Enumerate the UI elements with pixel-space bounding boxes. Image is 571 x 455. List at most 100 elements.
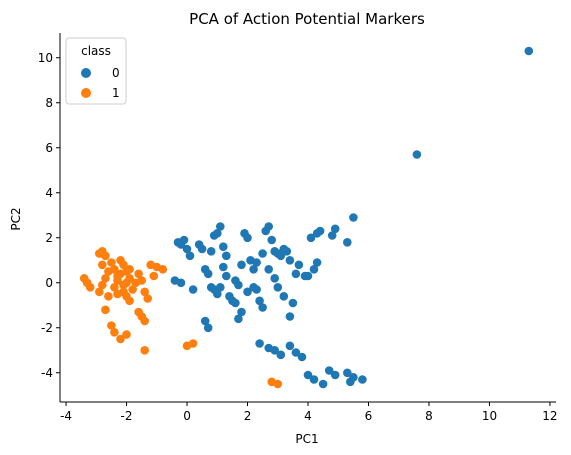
point-class-1 [158, 265, 168, 274]
point-class-0 [285, 312, 295, 321]
point-class-0 [258, 249, 267, 258]
point-class-1 [122, 278, 131, 288]
point-class-0 [264, 265, 274, 274]
point-class-0 [297, 352, 307, 362]
legend: class 0 1 [65, 37, 127, 105]
point-class-0 [200, 316, 210, 326]
point-class-1 [140, 316, 149, 326]
x-tick-label: 0 [183, 409, 191, 423]
y-tick-label: -4 [41, 366, 53, 380]
point-class-1 [116, 269, 125, 279]
point-class-0 [349, 213, 358, 222]
y-tick-label: 0 [45, 276, 53, 290]
point-class-0 [324, 366, 334, 375]
point-class-1 [110, 265, 119, 274]
point-class-0 [282, 247, 292, 256]
point-class-1 [98, 280, 107, 290]
point-class-0 [206, 247, 216, 256]
point-class-0 [285, 255, 295, 265]
point-class-1 [119, 287, 128, 297]
y-tick-label: 8 [45, 96, 53, 110]
point-class-0 [213, 289, 222, 299]
x-tick-label: -4 [60, 409, 72, 423]
point-class-1 [143, 294, 152, 303]
point-class-0 [222, 271, 231, 281]
point-class-1 [85, 283, 95, 292]
point-class-1 [149, 271, 159, 281]
point-class-0 [288, 298, 298, 308]
point-class-0 [309, 375, 319, 384]
y-tick-label: 10 [38, 51, 53, 65]
point-class-0 [267, 235, 277, 245]
point-class-1 [134, 307, 143, 317]
point-class-1 [113, 276, 122, 285]
point-class-1 [101, 274, 110, 283]
legend-title: class [81, 44, 111, 58]
x-tick-label: 4 [304, 409, 312, 423]
x-tick-label: 8 [425, 409, 433, 423]
point-class-0 [330, 224, 340, 234]
point-class-1 [125, 296, 134, 306]
point-class-0 [216, 222, 225, 231]
point-class-0 [291, 348, 301, 357]
point-class-0 [219, 242, 228, 251]
point-class-0 [237, 307, 246, 317]
point-class-0 [312, 258, 322, 267]
point-class-1 [119, 260, 128, 270]
point-class-0 [222, 251, 231, 261]
point-class-0 [219, 262, 228, 272]
point-class-0 [524, 46, 534, 56]
legend-box [65, 37, 127, 105]
point-class-1 [98, 260, 107, 270]
point-class-0 [182, 244, 192, 254]
point-class-1 [134, 269, 143, 279]
point-class-1 [128, 285, 137, 294]
x-tick-label: -2 [121, 409, 133, 423]
x-tick-label: 12 [542, 409, 557, 423]
point-class-0 [243, 233, 252, 243]
x-tick-label: 6 [365, 409, 373, 423]
point-class-1 [122, 330, 131, 339]
axes-layer [59, 33, 556, 403]
point-class-0 [216, 283, 225, 292]
point-class-0 [258, 303, 267, 312]
point-class-0 [243, 287, 252, 297]
point-class-1 [140, 287, 149, 297]
point-class-0 [343, 238, 352, 247]
point-class-0 [276, 350, 286, 360]
legend-label-class-1: 1 [112, 86, 120, 100]
x-tick-label: 2 [244, 409, 252, 423]
point-class-0 [185, 251, 195, 261]
y-tick-label: 2 [45, 231, 53, 245]
point-class-1 [101, 305, 110, 315]
point-class-0 [412, 150, 422, 159]
point-class-0 [252, 258, 261, 267]
point-class-0 [188, 285, 198, 294]
x-axis-label: PC1 [295, 432, 318, 446]
y-axis-label: PC2 [9, 207, 23, 230]
point-class-0 [270, 274, 280, 283]
point-class-0 [303, 271, 313, 281]
point-class-0 [309, 265, 319, 274]
point-class-0 [291, 269, 301, 279]
point-class-0 [249, 265, 258, 274]
point-class-0 [255, 339, 264, 348]
point-class-1 [107, 258, 116, 267]
point-class-0 [203, 269, 213, 279]
point-class-0 [264, 222, 274, 231]
point-class-0 [203, 323, 213, 333]
point-class-0 [237, 260, 246, 270]
legend-marker-class-1 [81, 88, 91, 98]
point-class-1 [188, 339, 198, 348]
point-class-1 [110, 283, 119, 292]
point-class-1 [95, 287, 104, 297]
legend-marker-class-0 [81, 68, 91, 78]
point-class-0 [358, 375, 367, 384]
point-class-0 [285, 341, 295, 351]
point-class-0 [273, 283, 283, 292]
point-class-0 [318, 379, 328, 389]
point-class-0 [231, 298, 240, 308]
point-class-1 [140, 346, 149, 355]
